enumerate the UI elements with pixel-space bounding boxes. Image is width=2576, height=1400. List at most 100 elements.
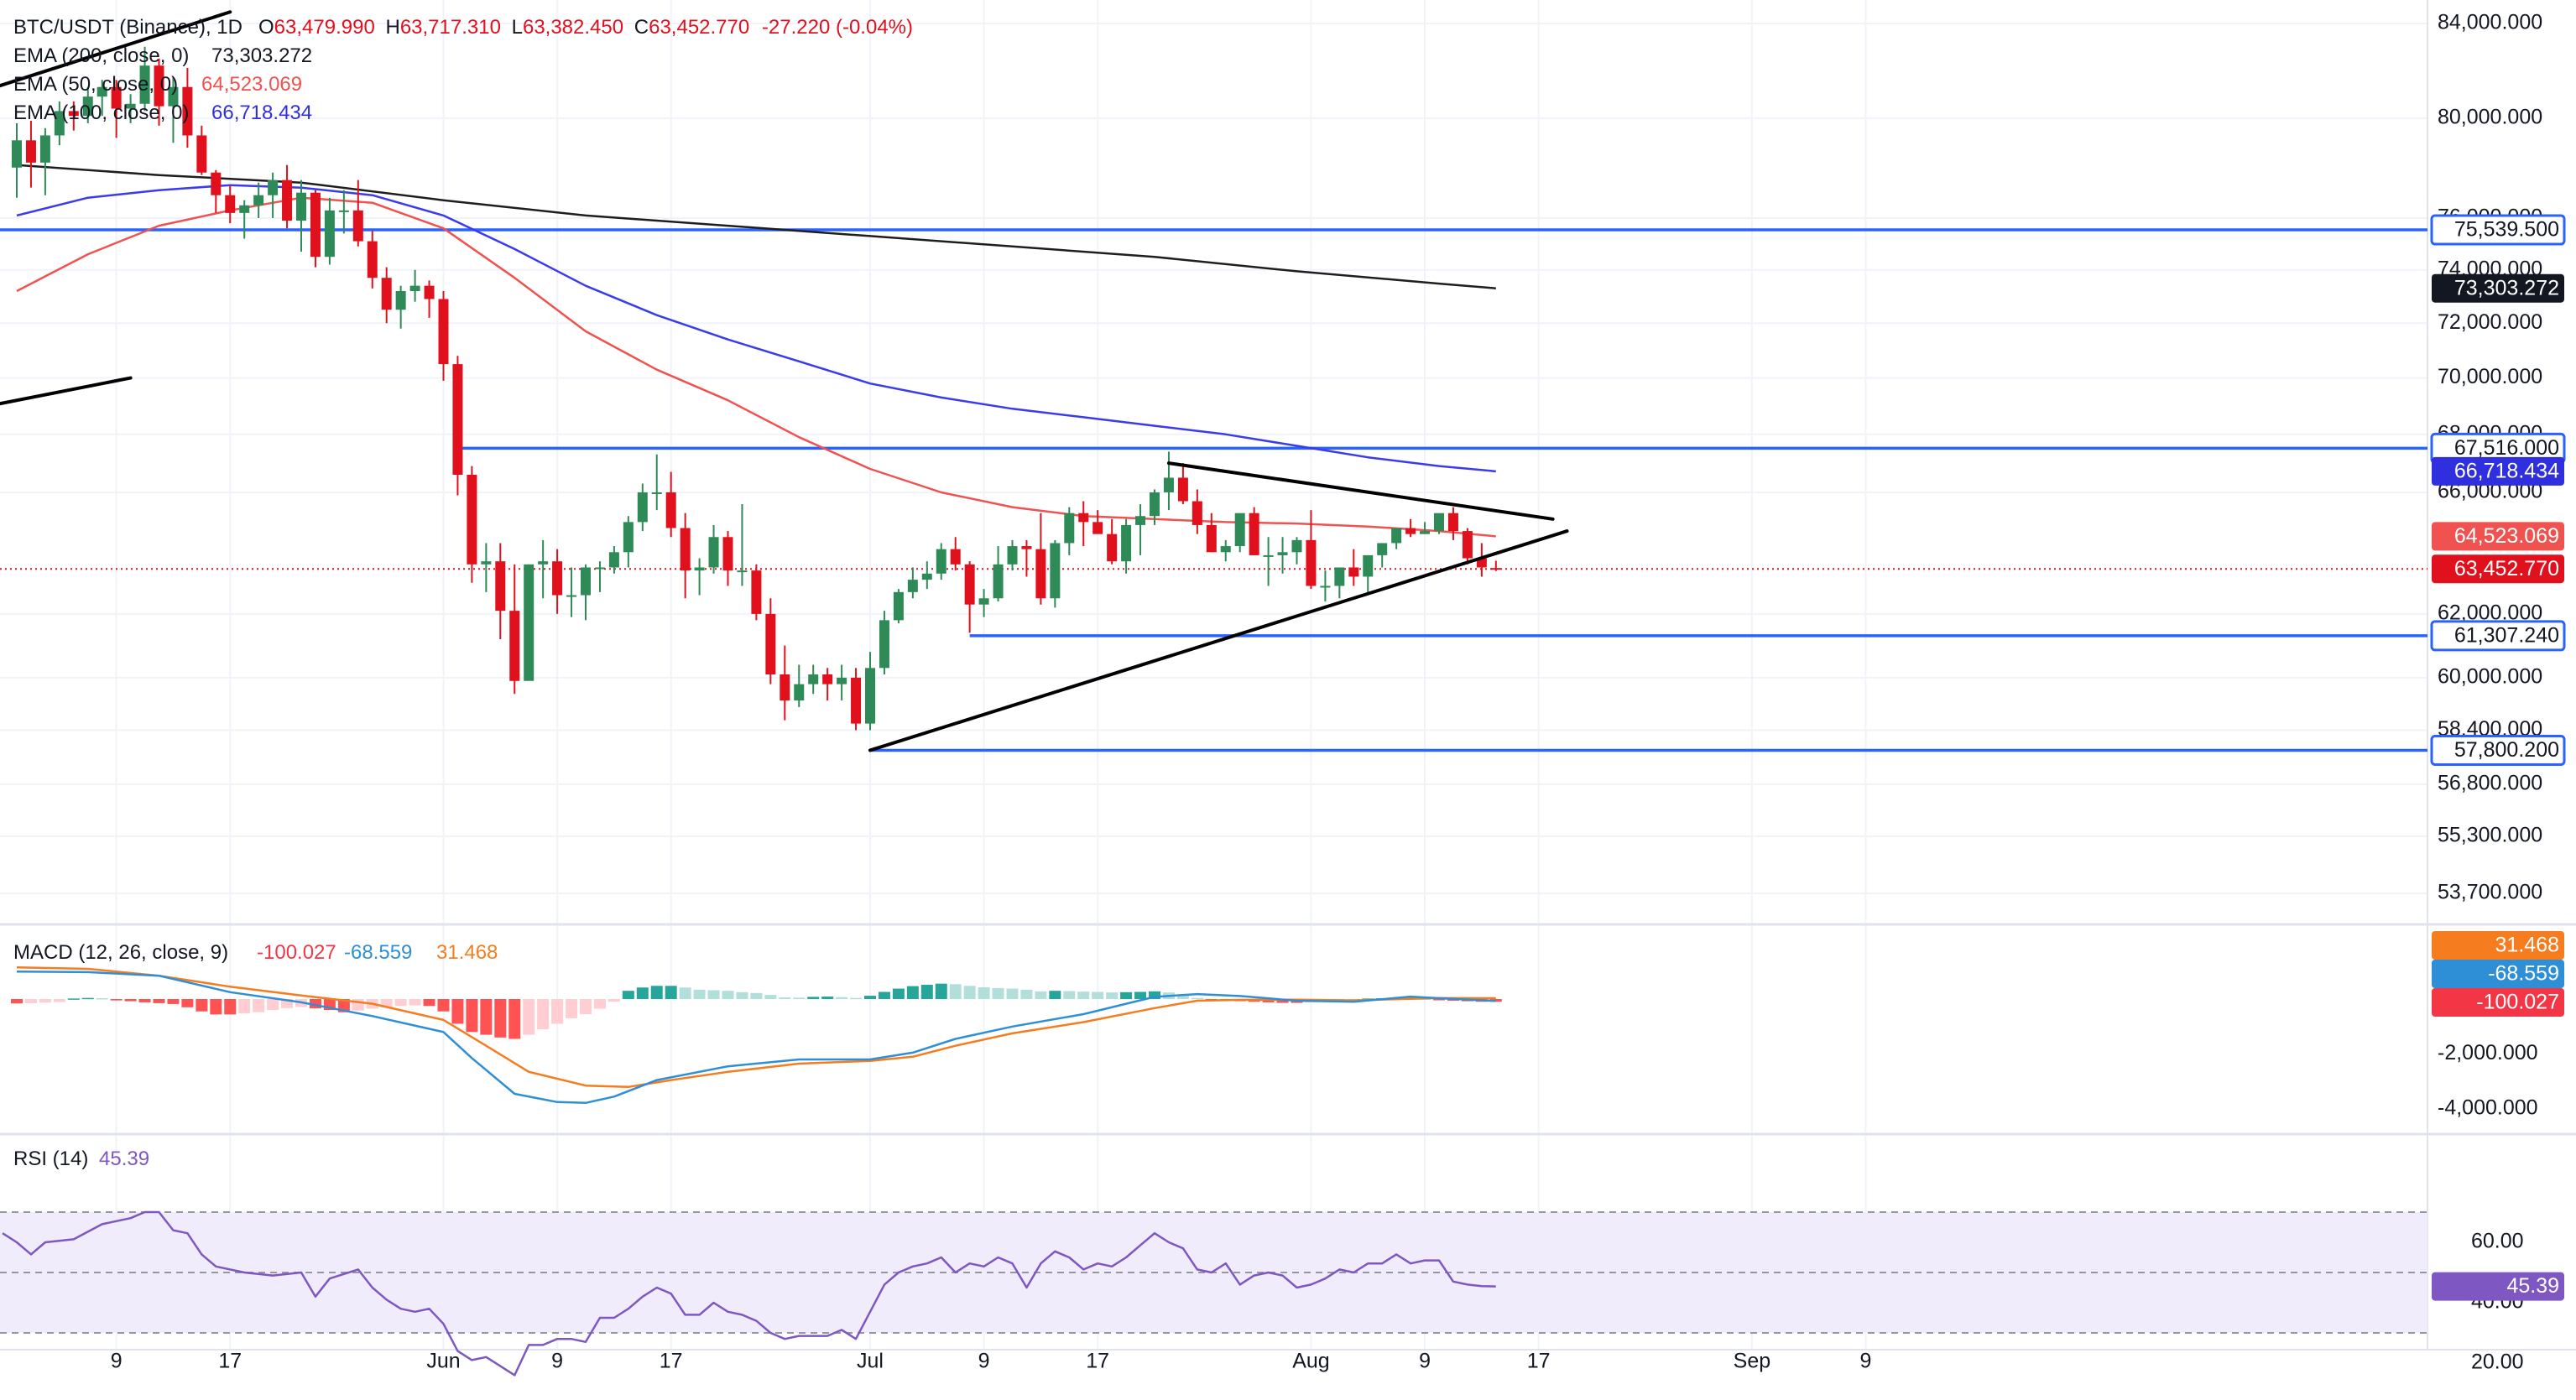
candle-body[interactable] <box>338 210 349 212</box>
candle-body[interactable] <box>1064 513 1075 544</box>
trendline[interactable] <box>0 10 232 89</box>
candle-body[interactable] <box>608 552 619 568</box>
candle-body[interactable] <box>837 677 847 684</box>
candle-body[interactable] <box>509 611 520 681</box>
indicator-price-tag[interactable]: 66,718.434 <box>2432 456 2564 486</box>
level-price-tag[interactable]: 61,307.240 <box>2430 620 2566 652</box>
indicator-price-tag[interactable]: 63,452.770 <box>2432 554 2564 584</box>
candle-body[interactable] <box>780 674 790 701</box>
candle-body[interactable] <box>921 573 932 580</box>
candle-body[interactable] <box>538 561 549 565</box>
candle-body[interactable] <box>324 210 335 258</box>
candle-body[interactable] <box>1434 513 1444 532</box>
indicator-price-tag[interactable]: 73,303.272 <box>2432 273 2564 303</box>
candle-body[interactable] <box>211 172 222 195</box>
candle-body[interactable] <box>694 567 705 571</box>
candle-body[interactable] <box>651 492 662 494</box>
candle-body[interactable] <box>1135 516 1146 525</box>
candle-body[interactable] <box>1150 492 1160 517</box>
candle-body[interactable] <box>1490 568 1501 570</box>
candle-body[interactable] <box>1234 513 1245 547</box>
candle-body[interactable] <box>239 205 250 213</box>
candle-body[interactable] <box>68 111 79 117</box>
candle-body[interactable] <box>722 537 733 571</box>
candle-body[interactable] <box>1320 586 1331 588</box>
candle-body[interactable] <box>978 598 989 605</box>
candle-body[interactable] <box>196 135 207 173</box>
candle-body[interactable] <box>1263 554 1274 557</box>
candle-body[interactable] <box>594 567 605 570</box>
candle-body[interactable] <box>879 620 889 669</box>
candle-body[interactable] <box>1007 546 1018 565</box>
candle-body[interactable] <box>438 299 449 365</box>
candle-body[interactable] <box>25 140 36 163</box>
candle-body[interactable] <box>1092 522 1103 534</box>
level-price-tag[interactable]: 57,800.200 <box>2430 734 2566 766</box>
macd-value-tag[interactable]: -68.559 <box>2432 960 2564 988</box>
candle-body[interactable] <box>1447 513 1458 532</box>
candle-body[interactable] <box>1306 539 1317 586</box>
candle-body[interactable] <box>495 561 506 612</box>
candle-body[interactable] <box>1334 567 1345 586</box>
candle-body[interactable] <box>680 528 691 571</box>
candle-body[interactable] <box>808 674 819 684</box>
candle-body[interactable] <box>1348 567 1359 577</box>
candle-body[interactable] <box>865 668 875 724</box>
candle-body[interactable] <box>1249 513 1259 555</box>
candle-body[interactable] <box>225 195 236 213</box>
candle-body[interactable] <box>268 180 279 195</box>
candle-body[interactable] <box>367 241 378 278</box>
candle-body[interactable] <box>182 86 193 136</box>
macd-signal-tag[interactable]: 31.468 <box>2432 931 2564 960</box>
candle-body[interactable] <box>950 549 961 565</box>
candle-body[interactable] <box>467 474 477 565</box>
candle-body[interactable] <box>1405 528 1416 534</box>
candle-body[interactable] <box>39 135 50 163</box>
trendline[interactable] <box>0 376 133 406</box>
trendline[interactable] <box>868 529 1569 752</box>
candle-body[interactable] <box>82 96 93 117</box>
candle-body[interactable] <box>1021 546 1032 549</box>
indicator-price-tag[interactable]: 64,523.069 <box>2432 522 2564 551</box>
rsi-value-tag[interactable]: 45.39 <box>2432 1272 2564 1301</box>
candle-body[interactable] <box>168 86 179 107</box>
candle-body[interactable] <box>893 591 904 621</box>
candle-body[interactable] <box>936 549 946 574</box>
candle-body[interactable] <box>282 180 293 221</box>
candle-body[interactable] <box>1107 533 1118 562</box>
candle-body[interactable] <box>1291 539 1302 553</box>
candle-body[interactable] <box>1035 549 1046 599</box>
candle-body[interactable] <box>352 210 363 242</box>
candle-body[interactable] <box>12 140 22 168</box>
candle-body[interactable] <box>1177 477 1188 502</box>
candle-body[interactable] <box>54 111 65 136</box>
candle-body[interactable] <box>794 684 805 701</box>
candle-body[interactable] <box>381 278 392 310</box>
candle-body[interactable] <box>765 613 776 675</box>
candle-body[interactable] <box>1420 531 1431 534</box>
candle-body[interactable] <box>524 564 534 681</box>
macd-hist-tag[interactable]: -100.027 <box>2432 988 2564 1017</box>
candle-body[interactable] <box>409 285 420 291</box>
candle-body[interactable] <box>424 285 435 299</box>
candle-body[interactable] <box>1363 554 1374 577</box>
candle-body[interactable] <box>296 192 306 221</box>
candle-body[interactable] <box>964 564 975 605</box>
candle-body[interactable] <box>566 595 577 597</box>
candle-body[interactable] <box>1163 477 1174 492</box>
candle-body[interactable] <box>737 570 748 573</box>
candle-body[interactable] <box>665 492 676 528</box>
candle-body[interactable] <box>1050 543 1061 599</box>
candle-body[interactable] <box>481 561 492 565</box>
candle-body[interactable] <box>1206 524 1217 553</box>
candle-body[interactable] <box>1192 501 1202 525</box>
candle-body[interactable] <box>623 522 634 553</box>
candle-body[interactable] <box>1078 513 1089 523</box>
candle-body[interactable] <box>154 65 164 107</box>
candle-body[interactable] <box>253 195 264 206</box>
candle-body[interactable] <box>581 567 591 596</box>
trendline[interactable] <box>1166 461 1555 521</box>
candle-body[interactable] <box>1476 558 1487 568</box>
candle-body[interactable] <box>139 65 150 104</box>
candle-body[interactable] <box>452 364 463 475</box>
